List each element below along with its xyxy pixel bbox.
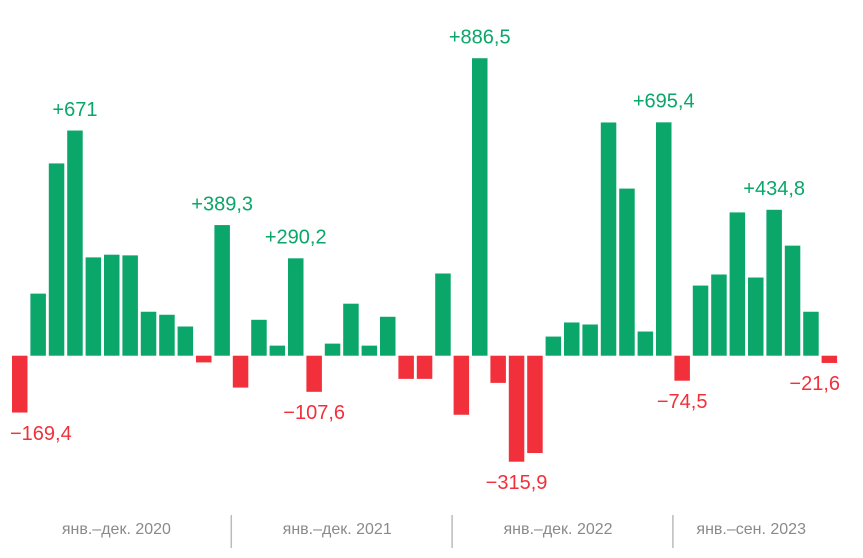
bar (435, 273, 451, 356)
bar (545, 336, 562, 356)
bar (159, 314, 175, 356)
value-label: −107,6 (283, 402, 345, 424)
bar (490, 355, 506, 383)
period-label: янв.–сен. 2023 (696, 521, 806, 538)
bar (48, 163, 65, 356)
bar (692, 285, 709, 356)
period-label: янв.–дек. 2021 (283, 521, 392, 538)
bar (564, 322, 580, 356)
bar (508, 355, 525, 462)
bar (251, 319, 267, 356)
bar (527, 355, 543, 454)
bar (85, 257, 102, 356)
bar (398, 355, 414, 379)
bar (361, 345, 378, 356)
bar (140, 311, 157, 356)
bar (232, 355, 249, 388)
bar (104, 254, 120, 356)
value-label: +695,4 (633, 91, 695, 113)
period-label: янв.–дек. 2020 (62, 521, 171, 538)
bar (472, 58, 488, 356)
bar (324, 343, 341, 356)
value-label: −74,5 (657, 391, 708, 413)
bar (214, 225, 230, 356)
bar (711, 274, 727, 356)
bar (748, 277, 764, 356)
bar (656, 122, 672, 356)
bar (196, 355, 212, 363)
bar (600, 122, 617, 356)
bar (122, 255, 138, 356)
bar (30, 293, 46, 356)
bar (619, 188, 635, 356)
bar (821, 355, 838, 363)
value-label: +389,3 (191, 193, 253, 215)
bar (674, 355, 690, 381)
bar (453, 355, 470, 415)
bar (288, 258, 304, 356)
bar (177, 326, 194, 356)
value-label: +886,5 (449, 27, 511, 49)
bar (416, 355, 433, 379)
bar (729, 212, 746, 356)
bar (803, 311, 819, 356)
value-label: +671 (52, 99, 97, 121)
bar (67, 130, 83, 356)
value-label: −21,6 (789, 373, 840, 395)
bar (637, 331, 654, 356)
bar (582, 324, 598, 356)
bar (306, 355, 322, 392)
bar (766, 209, 782, 356)
value-label: −169,4 (10, 423, 72, 445)
bar (343, 303, 359, 356)
bar (269, 345, 286, 356)
bar (784, 245, 801, 356)
bar (12, 355, 28, 413)
bar (380, 316, 396, 356)
value-label: −315,9 (486, 472, 548, 494)
value-label: +434,8 (743, 178, 805, 200)
period-label: янв.–дек. 2022 (503, 521, 612, 538)
value-label: +290,2 (265, 227, 327, 249)
